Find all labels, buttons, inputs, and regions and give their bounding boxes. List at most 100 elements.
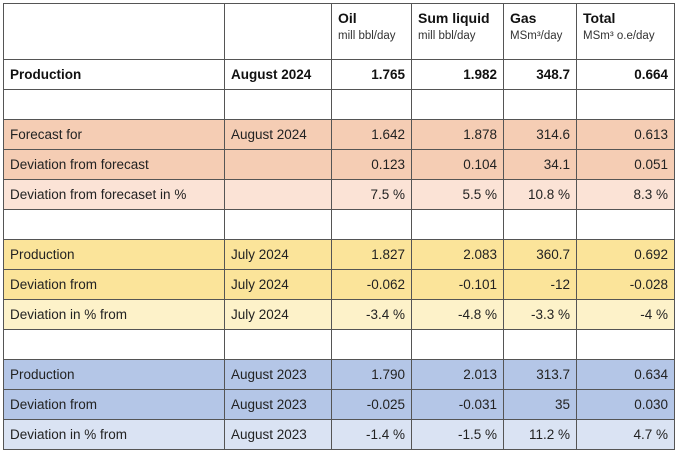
gas-value: 34.1 (503, 149, 577, 180)
header-name: Sum liquid (418, 10, 490, 26)
row-label: Forecast for (3, 119, 225, 150)
oil-value: 0.123 (331, 149, 412, 180)
previous-year-production-row: Production August 2023 1.790 2.013 313.7… (3, 359, 675, 390)
total-value: 0.051 (576, 149, 675, 180)
previous-month-deviation-row: Deviation from July 2024 -0.062 -0.101 -… (3, 269, 675, 300)
spacer-row (3, 209, 675, 240)
spacer-cell (576, 209, 675, 240)
row-label: Deviation in % from (3, 419, 225, 450)
spacer-cell (411, 209, 504, 240)
previous-year-deviation-percent-row: Deviation in % from August 2023 -1.4 % -… (3, 419, 675, 450)
spacer-cell (576, 329, 675, 360)
gas-value: 11.2 % (503, 419, 577, 450)
spacer-cell (411, 89, 504, 120)
spacer-cell (224, 89, 332, 120)
row-period (224, 149, 332, 180)
liquid-value: -0.031 (411, 389, 504, 420)
spacer-cell (411, 329, 504, 360)
spacer-row (3, 89, 675, 120)
gas-value: 314.6 (503, 119, 577, 150)
row-period: July 2024 (224, 269, 332, 300)
spacer-cell (224, 329, 332, 360)
oil-value: -0.062 (331, 269, 412, 300)
production-row: Production August 2024 1.765 1.982 348.7… (3, 59, 675, 90)
total-value: 0.692 (576, 239, 675, 270)
spacer-cell (503, 209, 577, 240)
row-period: August 2023 (224, 389, 332, 420)
header-oil: Oil mill bbl/day (331, 3, 412, 60)
header-name: Total (583, 10, 616, 26)
spacer-cell (331, 209, 412, 240)
total-value: -4 % (576, 299, 675, 330)
header-unit: MSm³ o.e/day (583, 30, 655, 42)
gas-value: -12 (503, 269, 577, 300)
header-total: Total MSm³ o.e/day (576, 3, 675, 60)
row-period: July 2024 (224, 299, 332, 330)
row-label: Deviation from forecast (3, 149, 225, 180)
row-period: August 2024 (224, 119, 332, 150)
liquid-value: 2.013 (411, 359, 504, 390)
previous-year-deviation-row: Deviation from August 2023 -0.025 -0.031… (3, 389, 675, 420)
spacer-cell (331, 329, 412, 360)
liquid-value: -1.5 % (411, 419, 504, 450)
gas-value: 10.8 % (503, 179, 577, 210)
liquid-value: 5.5 % (411, 179, 504, 210)
previous-month-production-row: Production July 2024 1.827 2.083 360.7 0… (3, 239, 675, 270)
row-label: Production (3, 359, 225, 390)
header-unit: mill bbl/day (338, 30, 396, 42)
total-value: 0.664 (576, 59, 675, 90)
liquid-value: 2.083 (411, 239, 504, 270)
spacer-row (3, 329, 675, 360)
liquid-value: -0.101 (411, 269, 504, 300)
total-value: 0.634 (576, 359, 675, 390)
row-label: Production (3, 59, 225, 90)
spacer-cell (576, 89, 675, 120)
row-period: August 2023 (224, 419, 332, 450)
gas-value: 360.7 (503, 239, 577, 270)
oil-value: -0.025 (331, 389, 412, 420)
oil-value: 1.790 (331, 359, 412, 390)
liquid-value: 0.104 (411, 149, 504, 180)
header-cell-empty (3, 3, 225, 60)
oil-value: 1.642 (331, 119, 412, 150)
oil-value: -3.4 % (331, 299, 412, 330)
liquid-value: 1.878 (411, 119, 504, 150)
oil-value: 7.5 % (331, 179, 412, 210)
total-value: 0.613 (576, 119, 675, 150)
row-period: August 2023 (224, 359, 332, 390)
spacer-cell (3, 329, 225, 360)
row-label: Deviation in % from (3, 299, 225, 330)
header-gas: Gas MSm³/day (503, 3, 577, 60)
spacer-cell (3, 209, 225, 240)
oil-value: 1.765 (331, 59, 412, 90)
gas-value: 348.7 (503, 59, 577, 90)
total-value: 4.7 % (576, 419, 675, 450)
forecast-row: Forecast for August 2024 1.642 1.878 314… (3, 119, 675, 150)
previous-month-deviation-percent-row: Deviation in % from July 2024 -3.4 % -4.… (3, 299, 675, 330)
header-unit: MSm³/day (510, 30, 563, 42)
row-label: Deviation from (3, 389, 225, 420)
spacer-cell (503, 89, 577, 120)
gas-value: -3.3 % (503, 299, 577, 330)
total-value: 8.3 % (576, 179, 675, 210)
spacer-cell (503, 329, 577, 360)
header-unit: mill bbl/day (418, 30, 476, 42)
oil-value: 1.827 (331, 239, 412, 270)
row-period: August 2024 (224, 59, 332, 90)
forecast-deviation-percent-row: Deviation from forecaset in % 7.5 % 5.5 … (3, 179, 675, 210)
row-label: Deviation from forecaset in % (3, 179, 225, 210)
row-label: Production (3, 239, 225, 270)
header-name: Gas (510, 10, 537, 26)
header-sum-liquid: Sum liquid mill bbl/day (411, 3, 504, 60)
production-table: Oil mill bbl/day Sum liquid mill bbl/day… (3, 3, 675, 450)
total-value: -0.028 (576, 269, 675, 300)
forecast-deviation-row: Deviation from forecast 0.123 0.104 34.1… (3, 149, 675, 180)
row-period: July 2024 (224, 239, 332, 270)
header-name: Oil (338, 10, 357, 26)
gas-value: 35 (503, 389, 577, 420)
total-value: 0.030 (576, 389, 675, 420)
liquid-value: -4.8 % (411, 299, 504, 330)
spacer-cell (331, 89, 412, 120)
header-cell-empty (224, 3, 332, 60)
row-label: Deviation from (3, 269, 225, 300)
